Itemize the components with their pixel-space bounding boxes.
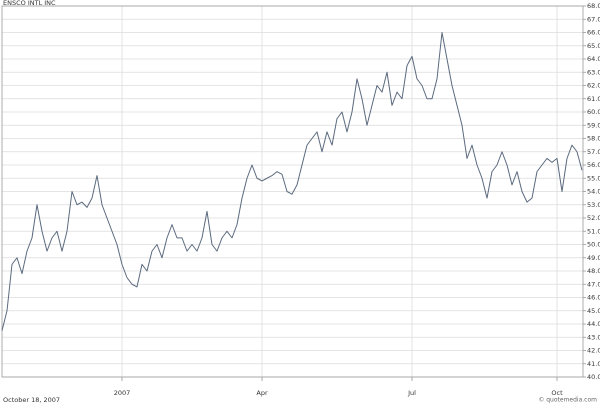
y-tick-label: 42.00 xyxy=(587,347,600,355)
x-tick-label: Oct xyxy=(551,389,563,397)
y-tick-label: 48.00 xyxy=(587,267,600,275)
y-tick-label: 57.00 xyxy=(587,148,600,156)
date-label: October 18, 2007 xyxy=(3,396,60,404)
y-tick-label: 63.00 xyxy=(587,68,600,76)
y-tick-label: 53.00 xyxy=(587,201,600,209)
y-tick-label: 46.00 xyxy=(587,294,600,302)
y-tick-label: 47.00 xyxy=(587,280,600,288)
y-tick-label: 58.00 xyxy=(587,135,600,143)
y-tick-label: 44.00 xyxy=(587,320,600,328)
y-tick-label: 40.00 xyxy=(587,373,600,381)
y-tick-label: 54.00 xyxy=(587,188,600,196)
y-tick-label: 41.00 xyxy=(587,360,600,368)
x-tick-label: Apr xyxy=(256,389,268,397)
y-tick-label: 52.00 xyxy=(587,214,600,222)
x-tick-label: Jul xyxy=(407,389,416,397)
price-line xyxy=(1,32,583,331)
y-tick-label: 59.00 xyxy=(587,121,600,129)
y-tick-label: 66.00 xyxy=(587,29,600,37)
y-tick-label: 60.00 xyxy=(587,108,600,116)
y-tick-label: 68.00 xyxy=(587,2,600,10)
y-tick-label: 50.00 xyxy=(587,241,600,249)
y-tick-label: 51.00 xyxy=(587,227,600,235)
y-tick-label: 64.00 xyxy=(587,55,600,63)
x-tick-label: 2007 xyxy=(114,389,131,397)
y-tick-label: 67.00 xyxy=(587,15,600,23)
source: © quotemedia.com xyxy=(538,397,597,404)
y-tick-label: 49.00 xyxy=(587,254,600,262)
y-tick-label: 61.00 xyxy=(587,95,600,103)
y-tick-label: 45.00 xyxy=(587,307,600,315)
y-tick-label: 55.00 xyxy=(587,174,600,182)
y-tick-label: 65.00 xyxy=(587,42,600,50)
y-tick-label: 56.00 xyxy=(587,161,600,169)
chart-title: ENSCO INTL INC xyxy=(3,0,56,7)
y-tick-label: 62.00 xyxy=(587,82,600,90)
y-tick-label: 43.00 xyxy=(587,333,600,341)
